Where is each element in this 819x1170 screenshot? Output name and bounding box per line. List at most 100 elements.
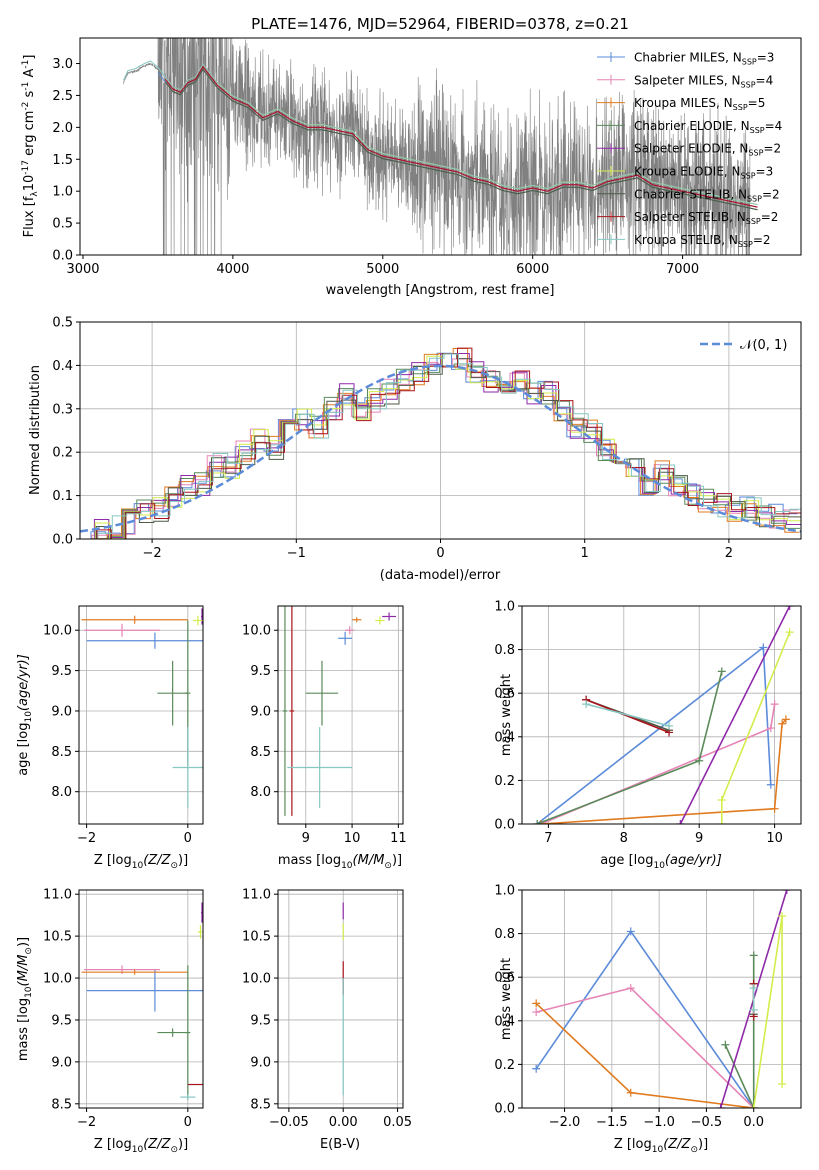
mass-ebv-ticks: −0.05 0.00 0.05 8.5 9.0 9.5 10.0 10.5 11.0	[242, 888, 412, 1130]
residual-panel: −2 −1 0 1 2 0.0 0.1 0.2 0.3 0.4 0.5 (data-model)/e…	[28, 316, 802, 583]
gaussian-curve	[80, 364, 801, 533]
x-tick-label: 9	[695, 831, 703, 846]
series-marker-5-1	[778, 912, 787, 921]
y-tick-label: 0.6	[494, 687, 515, 702]
spectrum-panel: PLATE=1476, MJD=52964, FIBERID=0378, z=0…	[21, 15, 802, 298]
y-tick-label: 11.0	[242, 888, 271, 903]
mass-ebv-axes-frame	[277, 889, 404, 1109]
series-marker-4-0	[716, 1104, 725, 1108]
mass-z-ylabel: mass [log10(M/M⊙)]	[16, 937, 34, 1061]
residual-legend: 𝒩(0, 1)	[700, 338, 787, 353]
y-tick-label: 0.4	[52, 359, 73, 374]
age-z-xlabel: Z [log10(Z/Z⊙)]	[94, 853, 188, 871]
x-tick-label: −2.0	[549, 1115, 581, 1130]
y-tick-label: 0.2	[494, 1058, 515, 1073]
y-tick-label: 0.5	[52, 316, 73, 331]
y-tick-label: 0.4	[494, 730, 515, 745]
series-marker-1-1	[626, 984, 635, 993]
series-marker-1-1	[766, 724, 775, 733]
residual-ticks: −2 −1 0 1 2 0.0 0.1 0.2 0.3 0.4 0.5	[52, 316, 733, 562]
observed-spectrum	[123, 38, 751, 255]
mass-z-ticks: −2 0 8.5 9.0 9.5 10.0 10.5 11.0	[43, 888, 192, 1130]
mass-z-axes-frame	[78, 889, 204, 1109]
series-marker-1-0	[532, 1008, 541, 1017]
histogram-1	[80, 358, 799, 539]
y-tick-label: 9.0	[250, 1055, 271, 1070]
spectrum-ticks: 3000 4000 5000 6000 7000 0.0 0.5 1.0 1.5 2.0 2.5 3.…	[52, 57, 699, 277]
x-tick-label: 0.00	[329, 1115, 358, 1130]
x-tick-label: −2	[77, 831, 96, 846]
series-marker-5-0	[749, 1104, 758, 1108]
series-line-1	[540, 703, 776, 824]
x-tick-label: 0	[184, 1115, 192, 1130]
legend-label-8: Kroupa STELIB, NSSP=2	[634, 233, 771, 249]
series-marker-2-1	[626, 1088, 635, 1097]
age-z-grid	[79, 606, 203, 824]
series-marker-5-0	[717, 820, 726, 824]
gaussian-legend-label: 𝒩(0, 1)	[740, 338, 787, 353]
series-marker-8-0	[582, 700, 591, 709]
series-marker-4-1	[782, 890, 791, 894]
age-mass-axes-frame	[277, 605, 404, 825]
y-tick-label: 2.5	[52, 89, 73, 104]
legend-label-4: Salpeter ELODIE, NSSP=2	[634, 142, 781, 158]
spectrum-xlabel: wavelength [Angstrom, rest frame]	[326, 283, 555, 298]
y-tick-label: 8.5	[51, 745, 72, 760]
y-tick-label: 0.1	[52, 489, 73, 504]
y-tick-label: 8.5	[250, 745, 271, 760]
series-line-3	[536, 671, 723, 824]
y-tick-label: 0.6	[494, 971, 515, 986]
massweight-vs-age-panel: 7 8 9 10 0.0 0.2 0.4 0.6 0.8 1.0 age [log10(age/y…	[494, 600, 802, 871]
series-line-5	[721, 631, 791, 824]
series-line-7	[585, 698, 670, 734]
mw-age-xlabel: age [log10(age/yr)]	[600, 853, 722, 871]
y-tick-label: 8.0	[51, 785, 72, 800]
residual-xlabel: (data-model)/error	[380, 568, 501, 583]
x-tick-label: 0	[184, 831, 192, 846]
series-marker-0-1	[626, 927, 635, 936]
y-tick-label: 1.0	[52, 185, 73, 200]
x-tick-label: −2	[77, 1115, 96, 1130]
spectrum-model-lines	[123, 60, 758, 211]
model-line-6	[165, 68, 758, 211]
y-tick-label: 0.2	[494, 774, 515, 789]
legend-label-2: Kroupa MILES, NSSP=5	[634, 96, 765, 112]
model-line-8	[123, 60, 758, 206]
y-tick-label: 0.0	[52, 533, 73, 548]
histogram-3	[80, 363, 801, 539]
y-tick-label: 9.5	[250, 1013, 271, 1028]
mw-age-axes-frame	[521, 605, 802, 825]
x-tick-label: 9	[302, 831, 310, 846]
series-line-1	[536, 987, 755, 1108]
mw-z-axes-frame	[521, 889, 802, 1109]
y-tick-label: 2.0	[52, 121, 73, 136]
series-marker-2-0	[532, 999, 541, 1008]
age-mass-errorbars	[282, 606, 397, 816]
x-tick-label: 0	[436, 546, 444, 561]
y-tick-label: 9.0	[51, 704, 72, 719]
x-tick-label: 6000	[516, 262, 549, 277]
y-tick-label: 10.0	[43, 624, 72, 639]
mass-z-xlabel: Z [log10(Z/Z⊙)]	[94, 1137, 188, 1155]
y-tick-label: 0.0	[494, 818, 515, 833]
mw-z-ticks: −2.0 −1.5 −1.0 −0.5 0.0 0.0 0.2 0.4 0.6 0.8 1.0	[494, 884, 764, 1131]
series-marker-2-1	[770, 804, 779, 813]
y-tick-label: 0.8	[494, 643, 515, 658]
series-marker-3-2	[717, 667, 726, 676]
y-tick-label: 0.8	[494, 927, 515, 942]
series-marker-2-3	[781, 715, 790, 724]
spectrum-ylabel: Flux [fλ10-17 erg cm-2 s-1 A-1]	[21, 55, 40, 238]
y-tick-label: 8.0	[250, 785, 271, 800]
age-z-ylabel: age [log10(age/yr)]	[16, 654, 34, 776]
mw-age-grid	[522, 605, 801, 825]
x-tick-label: −0.5	[691, 1115, 723, 1130]
series-marker-2-2	[778, 719, 787, 728]
series-line-8	[585, 703, 670, 727]
y-tick-label: 0.0	[494, 1102, 515, 1117]
x-tick-label: −1.0	[643, 1115, 675, 1130]
x-tick-label: 0.05	[383, 1115, 412, 1130]
series-line-0	[535, 929, 755, 1108]
series-line-0	[536, 645, 772, 824]
legend-label-1: Salpeter MILES, NSSP=4	[634, 73, 773, 89]
